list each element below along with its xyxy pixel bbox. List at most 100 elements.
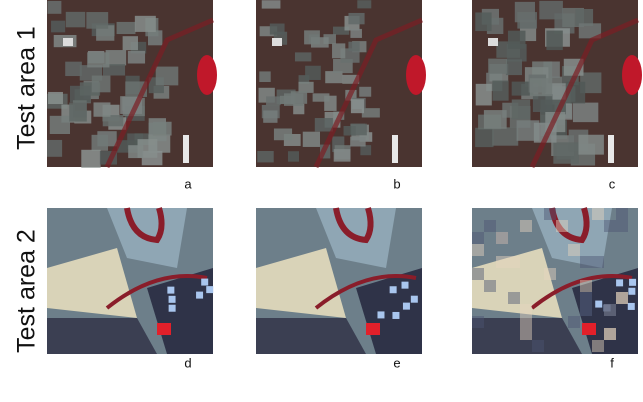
panel-label: f (610, 355, 614, 370)
building (505, 59, 523, 76)
field-dark (472, 318, 582, 354)
building (475, 83, 492, 106)
pixel-block (520, 304, 532, 316)
blue-roof (206, 286, 214, 294)
blue-roof (595, 300, 603, 308)
building (546, 30, 563, 51)
vegetation (406, 55, 426, 95)
building (323, 34, 336, 44)
building (302, 131, 321, 147)
building (298, 75, 310, 84)
building (305, 65, 321, 80)
pixel-block (580, 292, 592, 304)
field-dark (47, 318, 157, 354)
pixel-block (616, 220, 628, 232)
building (475, 127, 494, 148)
road (104, 17, 214, 169)
vegetation (622, 55, 642, 95)
white-spot (272, 38, 282, 46)
pixel-block (592, 256, 604, 268)
building (81, 149, 101, 168)
image-panel (472, 0, 642, 169)
red-road (549, 207, 590, 244)
red-roof (366, 323, 380, 335)
building (130, 41, 147, 54)
building (529, 78, 553, 97)
row-label: Test area 2 (13, 229, 41, 353)
building (93, 102, 111, 117)
pixel-block (580, 304, 592, 316)
building (333, 149, 351, 162)
building (69, 102, 87, 122)
building (578, 134, 604, 155)
building (87, 52, 110, 68)
blue-roof (616, 279, 624, 287)
building (280, 95, 295, 104)
blue-roof (628, 287, 636, 295)
pixel-block (484, 220, 496, 232)
building (294, 52, 312, 62)
pixel-block (592, 340, 604, 352)
pixel-block (580, 292, 592, 304)
pixel-block (580, 304, 592, 316)
building (360, 145, 372, 156)
building (47, 0, 62, 14)
building (152, 121, 172, 136)
pixel-block (568, 316, 580, 328)
pixel-block (604, 304, 616, 316)
row-label: Test area 1 (13, 26, 41, 150)
pixel-block (520, 328, 532, 340)
red-roof (582, 323, 596, 335)
building (348, 41, 360, 52)
building (492, 80, 509, 101)
building (532, 94, 553, 112)
pixel-block (520, 316, 532, 328)
pixel-block (532, 340, 544, 352)
pixel-block (568, 244, 580, 256)
pixel-block (616, 208, 628, 220)
blue-roof (603, 304, 611, 312)
building (290, 91, 308, 104)
red-road (333, 207, 374, 244)
building (361, 108, 380, 118)
building (580, 72, 602, 94)
building (298, 81, 314, 93)
panel-label: c (609, 176, 616, 191)
pixel-block (604, 304, 616, 316)
building (475, 12, 492, 32)
pixel-block (580, 280, 592, 292)
building (511, 81, 534, 96)
building (312, 93, 330, 102)
building (287, 151, 299, 162)
building (325, 71, 343, 84)
building (314, 118, 333, 132)
building (96, 25, 115, 41)
building (350, 136, 366, 147)
image-panel (472, 207, 638, 354)
white-stripe (183, 135, 189, 163)
blue-roof (167, 286, 175, 294)
building (65, 61, 82, 77)
blue-roof (627, 302, 635, 310)
building (483, 110, 507, 129)
building (351, 123, 367, 136)
building (148, 30, 163, 46)
building (492, 127, 519, 146)
image-panel (256, 207, 422, 354)
building (91, 75, 111, 93)
building (332, 43, 346, 59)
white-stripe (608, 135, 614, 163)
building (259, 26, 278, 37)
pixel-block (604, 304, 616, 316)
building (539, 0, 563, 20)
blue-roof (401, 281, 409, 289)
pixel-block (496, 256, 508, 268)
pixel-block (604, 328, 616, 340)
building (359, 86, 372, 97)
pixel-block (544, 208, 556, 220)
blue-roof (389, 286, 397, 294)
building (134, 15, 156, 32)
pixel-block (592, 208, 604, 220)
building (273, 128, 293, 141)
